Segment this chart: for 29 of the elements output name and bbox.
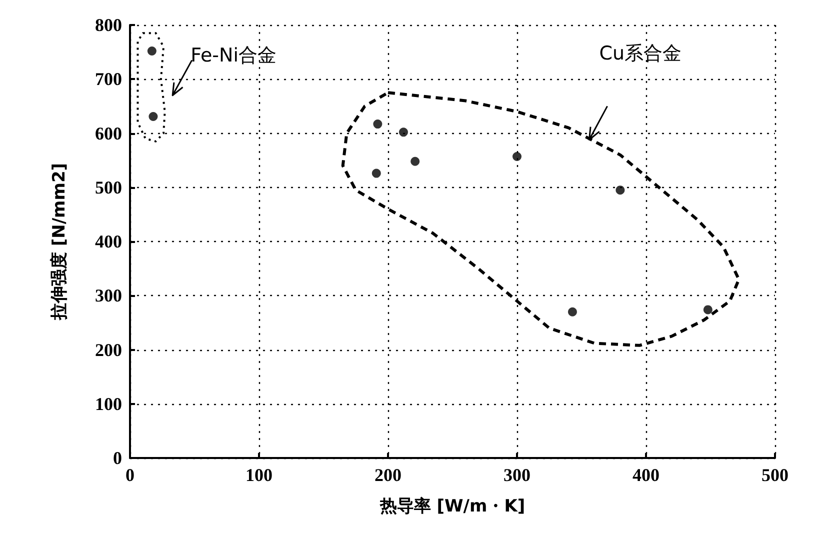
point: [147, 46, 156, 56]
annotation: Fe-Ni合金: [190, 44, 277, 66]
point: [373, 120, 382, 129]
y-tick-label: 300: [95, 286, 122, 306]
x-tick-label: 400: [632, 465, 660, 485]
x-tick-label: 0: [126, 465, 134, 485]
point: [398, 128, 408, 137]
x-tick-label: 300: [504, 465, 530, 485]
point: [703, 305, 712, 314]
x-tick-label: 500: [762, 465, 788, 485]
y-tick-label: 700: [95, 69, 122, 90]
y-tick-label: 200: [95, 340, 122, 360]
point: [512, 152, 522, 162]
point: [568, 307, 577, 316]
point: [616, 186, 625, 195]
x-tick-label: 100: [246, 465, 272, 485]
annotation: Cu系合金: [599, 42, 682, 65]
x-axis-title: 热导率 [W/m・K]: [378, 496, 526, 516]
y-tick-label: 0: [113, 448, 122, 468]
point: [372, 168, 381, 178]
y-axis-title: 拉伸强度 [N/mm2]: [50, 162, 70, 322]
y-tick-label: 400: [95, 232, 122, 252]
y-tick-label: 500: [95, 177, 122, 198]
x-tick-label: 200: [374, 465, 402, 485]
y-tick-label: 800: [95, 15, 122, 35]
y-tick-label: 600: [95, 123, 122, 144]
point: [410, 156, 420, 166]
point: [148, 112, 158, 121]
y-tick-label: 100: [95, 394, 122, 414]
